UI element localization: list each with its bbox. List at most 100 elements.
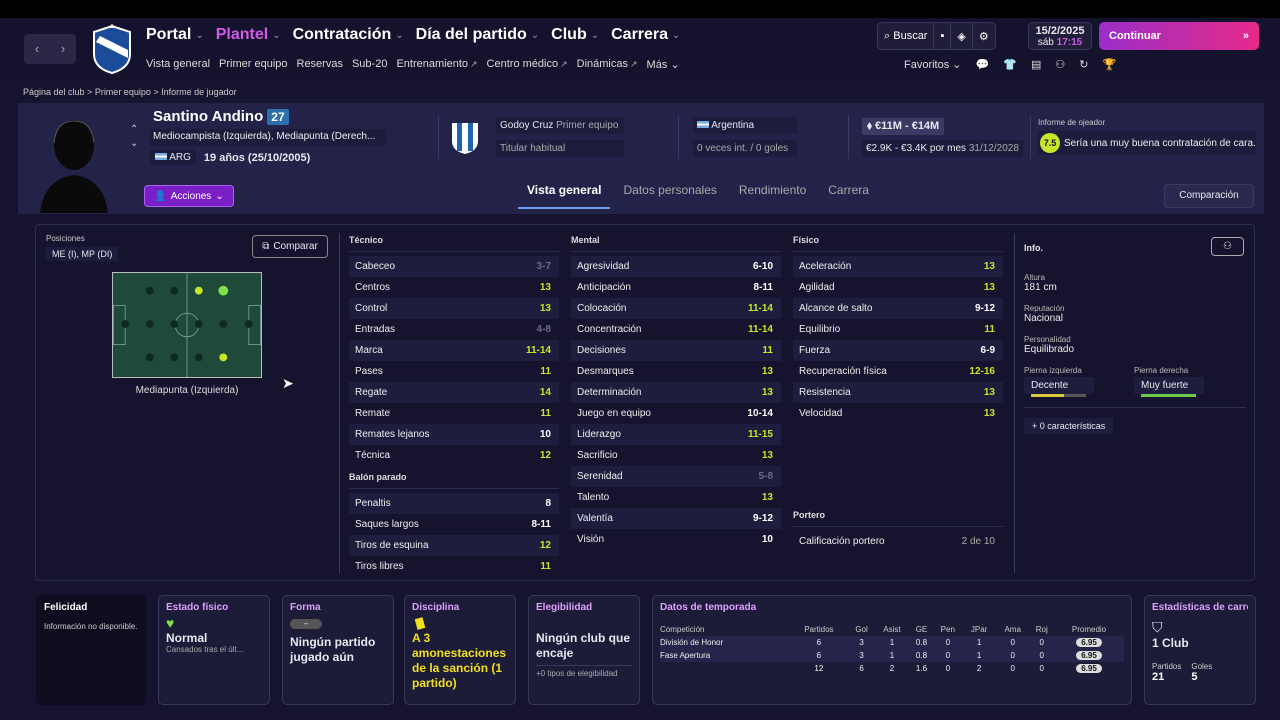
- submenu-sub20[interactable]: Sub-20: [351, 58, 388, 70]
- attribute-row[interactable]: Desmarques 13: [571, 361, 781, 382]
- form-card[interactable]: Forma – Ningún partido jugado aún: [282, 595, 394, 705]
- breadcrumb-club[interactable]: Página del club: [23, 87, 85, 97]
- attribute-row[interactable]: Visión 10: [571, 529, 781, 550]
- discipline-card[interactable]: Disciplina A 3 amonestaciones de la sanc…: [404, 595, 516, 705]
- divider: [1014, 233, 1015, 573]
- traits-button[interactable]: + 0 características: [1024, 418, 1114, 434]
- club-crest-icon[interactable]: [450, 119, 480, 155]
- chevron-up-icon[interactable]: ⌃: [130, 124, 139, 135]
- table-cell: 0: [945, 638, 951, 647]
- attribute-value: 11: [540, 408, 551, 419]
- attribute-row[interactable]: Regate 14: [349, 382, 559, 403]
- attribute-row[interactable]: Serenidad 5-8: [571, 466, 781, 487]
- attribute-row[interactable]: Anticipación 8-11: [571, 277, 781, 298]
- attribute-row[interactable]: Valentía 9-12: [571, 508, 781, 529]
- attribute-row[interactable]: Control 13: [349, 298, 559, 319]
- attribute-row[interactable]: Decisiones 11: [571, 340, 781, 361]
- menu-3[interactable]: Día del partido ⌄: [416, 26, 540, 44]
- shirt-icon[interactable]: 👕: [1003, 59, 1017, 71]
- continue-button[interactable]: Continuar »: [1099, 22, 1259, 50]
- attribute-row[interactable]: Determinación 13: [571, 382, 781, 403]
- person-info-icon[interactable]: ⚇: [1211, 237, 1244, 256]
- attribute-row[interactable]: Remate 11: [349, 403, 559, 424]
- season-stats-card[interactable]: Datos de temporada Competición Partidos Go…: [652, 595, 1132, 705]
- tab-1[interactable]: Datos personales: [623, 183, 717, 197]
- attribute-row[interactable]: Remates lejanos 10: [349, 424, 559, 445]
- attribute-row[interactable]: Agilidad 13: [793, 277, 1003, 298]
- attribute-row[interactable]: Concentración 11-14: [571, 319, 781, 340]
- menu-1[interactable]: Plantel ⌄: [216, 26, 281, 44]
- attribute-row[interactable]: Pases 11: [349, 361, 559, 382]
- attribute-row[interactable]: Resistencia 13: [793, 382, 1003, 403]
- career-stats-card[interactable]: Estadísticas de carrera ⛉ 1 Club Partido…: [1144, 595, 1256, 705]
- game-date[interactable]: 15/2/2025 sáb 17:15: [1028, 22, 1092, 50]
- attribute-row[interactable]: Saques largos 8-11: [349, 514, 559, 535]
- career-clubs: 1 Club: [1152, 636, 1189, 650]
- tab-0[interactable]: Vista general: [518, 179, 611, 209]
- submenu-entrenamiento[interactable]: Entrenamiento ↗: [396, 58, 477, 71]
- nation-row[interactable]: Argentina: [693, 117, 797, 134]
- submenu-mas[interactable]: Más ⌄: [647, 58, 680, 71]
- menu-0[interactable]: Portal ⌄: [146, 26, 204, 44]
- attribute-row[interactable]: Penaltis 8: [349, 493, 559, 514]
- attribute-row[interactable]: Técnica 12: [349, 445, 559, 466]
- menu-2[interactable]: Contratación ⌄: [293, 26, 404, 44]
- table-cell: 0: [1010, 638, 1015, 647]
- attribute-row[interactable]: Tiros de esquina 12: [349, 535, 559, 556]
- submenu-vista-general[interactable]: Vista general: [146, 58, 211, 70]
- table-row[interactable]: División de Honor 6 3 1 0.8 0 1 0 0 6.95: [660, 636, 1124, 649]
- submenu-centro-medico[interactable]: Centro médico ↗: [487, 58, 568, 71]
- table-row[interactable]: Fase Apertura 6 3 1 0.8 0 1 0 0 6.95: [660, 649, 1124, 662]
- attribute-row[interactable]: Colocación 11-14: [571, 298, 781, 319]
- table-row[interactable]: 12 6 2 1.6 0 2 0 0 6.95: [660, 662, 1124, 675]
- search-button[interactable]: ⌕ Buscar: [878, 23, 935, 49]
- attribute-row[interactable]: Tiros libres 11: [349, 556, 559, 577]
- personality-label: Personalidad: [1024, 335, 1071, 344]
- refresh-icon[interactable]: ↻: [1079, 59, 1089, 71]
- favorites-dropdown[interactable]: Favoritos ⌄: [904, 59, 962, 71]
- attribute-row[interactable]: Talento 13: [571, 487, 781, 508]
- attribute-row[interactable]: Sacrificio 13: [571, 445, 781, 466]
- inbox-button[interactable]: ◈: [951, 23, 973, 49]
- menu-4[interactable]: Club ⌄: [551, 26, 599, 44]
- tab-2[interactable]: Rendimiento: [738, 183, 807, 197]
- eligibility-card[interactable]: Elegibilidad Ningún club que encaje +0 t…: [528, 595, 640, 705]
- attribute-row[interactable]: Centros 13: [349, 277, 559, 298]
- attribute-row[interactable]: Cabeceo 3-7: [349, 256, 559, 277]
- club-crest-icon[interactable]: [90, 24, 134, 74]
- menu-5[interactable]: Carrera ⌄: [611, 26, 680, 44]
- trophy-icon[interactable]: 🏆: [1102, 59, 1117, 71]
- notes-button[interactable]: ▪: [934, 23, 952, 49]
- back-button[interactable]: ‹: [34, 41, 40, 56]
- tactics-icon[interactable]: ⚇: [1055, 59, 1066, 71]
- attribute-row[interactable]: Recuperación física 12-16: [793, 361, 1003, 382]
- attribute-row[interactable]: Velocidad 13: [793, 403, 1003, 424]
- settings-button[interactable]: ⚙: [973, 23, 995, 49]
- breadcrumb-first-team[interactable]: Primer equipo: [94, 87, 151, 97]
- tab-3[interactable]: Carrera: [828, 183, 869, 197]
- submenu-primer-equipo[interactable]: Primer equipo: [219, 58, 288, 70]
- attribute-row[interactable]: Juego en equipo 10-14: [571, 403, 781, 424]
- actions-button[interactable]: 👤 Acciones ⌄: [144, 185, 234, 207]
- attribute-row[interactable]: Alcance de salto 9-12: [793, 298, 1003, 319]
- scout-report[interactable]: Informe de ojeador 7.5 Sería una muy buen…: [1038, 118, 1256, 155]
- fitness-card[interactable]: Estado físico ♥ Normal Cansados tras el …: [158, 595, 270, 705]
- attribute-row[interactable]: Marca 11-14: [349, 340, 559, 361]
- compare-button[interactable]: ⧉ Comparar: [252, 235, 328, 258]
- comparison-button[interactable]: Comparación: [1164, 184, 1254, 208]
- forward-button[interactable]: ›: [60, 41, 66, 56]
- attribute-row[interactable]: Entradas 4-8: [349, 319, 559, 340]
- attribute-row[interactable]: Equilibrio 11: [793, 319, 1003, 340]
- happiness-card[interactable]: Felicidad Información no disponible.: [36, 595, 146, 705]
- chevron-down-icon[interactable]: ⌄: [130, 138, 139, 149]
- attribute-row[interactable]: Liderazgo 11-15: [571, 424, 781, 445]
- submenu-dinamicas[interactable]: Dinámicas ↗: [577, 58, 638, 71]
- setpieces-title: Balón parado: [349, 472, 559, 489]
- attribute-row[interactable]: Aceleración 13: [793, 256, 1003, 277]
- attribute-row[interactable]: Fuerza 6-9: [793, 340, 1003, 361]
- club-name-row[interactable]: Godoy Cruz Primer equipo: [496, 117, 624, 134]
- submenu-reservas[interactable]: Reservas: [296, 58, 343, 70]
- attribute-row[interactable]: Agresividad 6-10: [571, 256, 781, 277]
- clipboard-icon[interactable]: ▤: [1030, 59, 1042, 71]
- chat-icon[interactable]: 💬: [975, 59, 990, 71]
